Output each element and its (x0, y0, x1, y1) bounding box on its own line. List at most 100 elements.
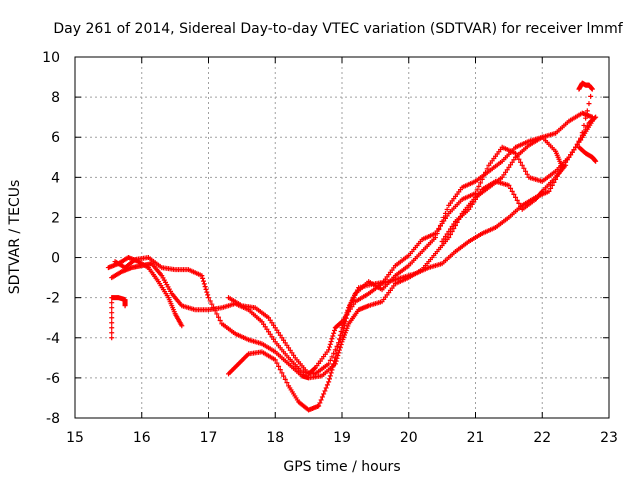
x-tick-label: 18 (266, 430, 284, 446)
data-point (279, 370, 285, 376)
data-point (473, 196, 478, 202)
data-point (337, 344, 343, 350)
data-point (326, 361, 332, 367)
data-point (331, 328, 337, 334)
data-point (109, 315, 115, 321)
data-point (206, 295, 211, 301)
data-point (584, 108, 590, 114)
points-layer (105, 80, 599, 413)
data-point (311, 366, 317, 372)
data-point (205, 292, 211, 298)
series-track-2 (109, 114, 599, 377)
data-point (342, 317, 348, 323)
data-point (437, 223, 443, 229)
data-point (271, 322, 277, 328)
data-point (286, 345, 292, 351)
data-point (291, 352, 297, 358)
data-point (331, 358, 337, 364)
data-point (483, 169, 489, 175)
data-point (344, 311, 350, 317)
x-tick-label: 17 (200, 430, 218, 446)
y-tick-label: 6 (51, 130, 60, 146)
data-point (581, 122, 587, 128)
series-track-6 (439, 162, 569, 245)
data-point (326, 376, 332, 382)
data-point (336, 350, 342, 356)
y-tick-label: -2 (46, 291, 60, 307)
data-point (514, 197, 520, 203)
data-point (589, 86, 595, 92)
data-point (338, 319, 344, 325)
data-point (447, 226, 453, 232)
data-point (326, 347, 332, 353)
data-point (277, 332, 283, 338)
data-point (328, 339, 334, 345)
data-point (109, 300, 115, 306)
data-point (200, 275, 206, 281)
data-point (207, 298, 213, 304)
data-point (276, 363, 282, 369)
data-point (321, 391, 327, 397)
data-point (518, 203, 524, 209)
x-tick-label: 23 (600, 430, 618, 446)
data-point (331, 361, 337, 367)
y-tick-label: 2 (51, 210, 60, 226)
y-tick-label: -8 (46, 411, 60, 427)
data-point (204, 289, 210, 295)
data-point (473, 190, 478, 196)
data-point (549, 182, 555, 188)
data-point (574, 142, 580, 148)
data-point (349, 304, 355, 310)
data-point (451, 221, 457, 227)
data-point (442, 233, 448, 239)
data-point (203, 286, 209, 292)
data-point (209, 301, 215, 307)
data-point (282, 376, 288, 382)
data-point (331, 330, 337, 336)
data-point (523, 168, 529, 174)
data-point (326, 379, 332, 385)
data-point (337, 332, 343, 338)
data-point (109, 320, 115, 326)
data-point (332, 355, 338, 361)
data-point (264, 326, 270, 332)
x-axis-label: GPS time / hours (283, 459, 400, 475)
data-point (269, 320, 275, 326)
data-point (214, 311, 220, 317)
data-point (546, 188, 552, 194)
chart-title: Day 261 of 2014, Sidereal Day-to-day VTE… (53, 21, 623, 37)
data-point (122, 303, 128, 309)
data-point (276, 330, 282, 336)
data-point (511, 157, 517, 163)
data-point (538, 189, 544, 195)
data-point (262, 324, 268, 330)
data-point (474, 194, 480, 200)
data-point (217, 317, 223, 323)
data-point (322, 388, 328, 394)
data-point (324, 382, 330, 388)
series-track-7 (576, 80, 599, 164)
data-point (476, 191, 482, 197)
data-point (439, 220, 445, 226)
data-point (277, 367, 283, 373)
data-point (282, 340, 288, 346)
data-point (481, 173, 487, 179)
data-point (341, 316, 347, 322)
data-point (441, 218, 447, 224)
grid-layer (75, 57, 609, 418)
y-tick-label: -4 (46, 331, 60, 347)
data-point (216, 314, 222, 320)
data-point (347, 306, 353, 312)
data-point (334, 347, 340, 353)
data-point (446, 235, 452, 240)
data-point (476, 183, 482, 189)
data-point (434, 228, 440, 234)
y-tick-label: 8 (51, 90, 60, 106)
data-point (199, 273, 205, 279)
data-point (441, 236, 447, 242)
data-point (444, 213, 450, 219)
data-point (518, 159, 524, 165)
data-point (586, 101, 592, 107)
data-point (212, 308, 218, 314)
series-track-4 (226, 110, 595, 413)
